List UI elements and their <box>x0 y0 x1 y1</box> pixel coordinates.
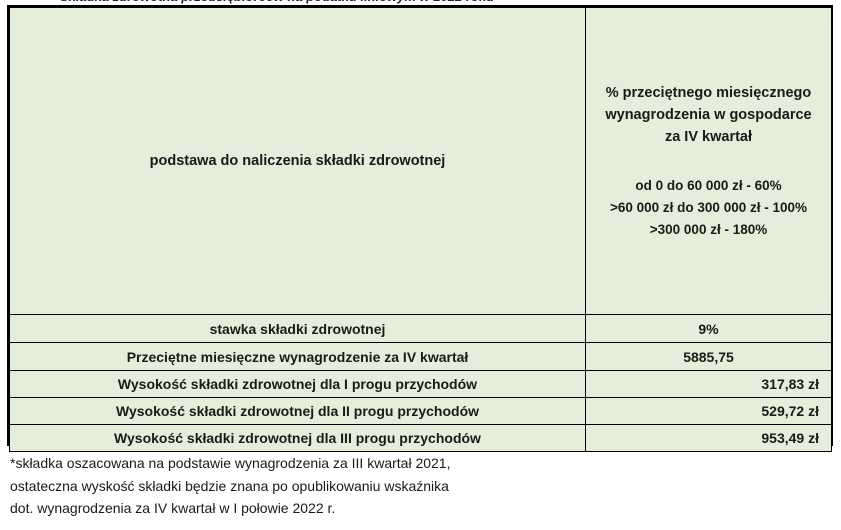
footnote-line-3: dot. wynagrodzenia za IV kwartał w I poł… <box>10 500 336 517</box>
table-row-threshold-3: Wysokość składki zdrowotnej dla III prog… <box>9 424 832 452</box>
health-contribution-table: podstawa do naliczenia składki zdrowotne… <box>9 7 832 452</box>
table-row-threshold-1: Wysokość składki zdrowotnej dla I progu … <box>9 370 832 398</box>
average-wage-value-cell: 5885,75 <box>585 342 832 371</box>
basis-label-cell: podstawa do naliczenia składki zdrowotne… <box>9 7 586 315</box>
percent-heading-line-1: % przeciętnego miesięcznego <box>605 84 812 101</box>
percent-threshold-2: >60 000 zł do 300 000 zł - 100% <box>610 199 807 215</box>
health-contribution-table-container: podstawa do naliczenia składki zdrowotne… <box>7 5 833 452</box>
rate-label-cell: stawka składki zdrowotnej <box>9 314 586 343</box>
table-row-rate: stawka składki zdrowotnej 9% <box>9 314 832 343</box>
percent-threshold-3: >300 000 zł - 180% <box>649 221 768 237</box>
threshold-1-value-cell: 317,83 zł <box>585 370 832 398</box>
cut-off-heading-text: Składka zdrowotna przedsiębiorców na pod… <box>60 0 494 4</box>
percent-threshold-1: od 0 do 60 000 zł - 60% <box>635 177 782 193</box>
rate-value-cell: 9% <box>585 314 832 343</box>
footnote-line-1: *składka oszacowana na podstawie wynagro… <box>10 455 451 471</box>
percent-heading-line-3: za IV kwartał <box>664 129 753 146</box>
threshold-2-label-cell: Wysokość składki zdrowotnej dla II progu… <box>9 397 586 425</box>
percent-threshold-list: od 0 do 60 000 zł - 60% >60 000 zł do 30… <box>586 175 831 241</box>
footnote: *składka oszacowana na podstawie wynagro… <box>10 452 650 520</box>
table-row-average-wage: Przeciętne miesięczne wynagrodzenie za I… <box>9 342 832 371</box>
percent-heading: % przeciętnego miesięcznego wynagrodzeni… <box>586 82 831 149</box>
cut-off-heading-strip: Składka zdrowotna przedsiębiorców na pod… <box>0 0 841 4</box>
threshold-2-value-cell: 529,72 zł <box>585 397 832 425</box>
percent-heading-line-2: wynagrodzenia w gospodarce <box>605 106 812 123</box>
threshold-1-label-cell: Wysokość składki zdrowotnej dla I progu … <box>9 370 586 398</box>
table-row-basis: podstawa do naliczenia składki zdrowotne… <box>9 7 832 315</box>
threshold-3-label-cell: Wysokość składki zdrowotnej dla III prog… <box>9 424 586 452</box>
threshold-3-value-cell: 953,49 zł <box>585 424 832 452</box>
footnote-line-2: ostateczna wyskość składki będzie znana … <box>10 477 449 494</box>
percent-definition-cell: % przeciętnego miesięcznego wynagrodzeni… <box>585 7 832 315</box>
average-wage-label-cell: Przeciętne miesięczne wynagrodzenie za I… <box>9 342 586 371</box>
table-row-threshold-2: Wysokość składki zdrowotnej dla II progu… <box>9 397 832 425</box>
